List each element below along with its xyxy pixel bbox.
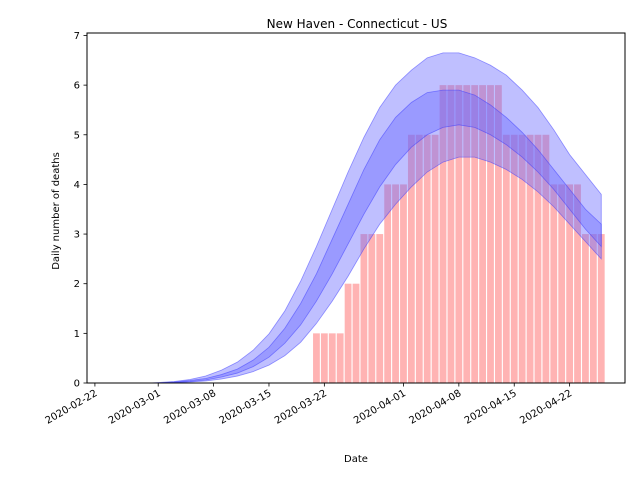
band-outer <box>150 52 602 384</box>
bar-2020-04-21 <box>558 184 566 383</box>
y-axis: 0 1 2 3 4 5 6 7 <box>74 31 87 390</box>
bar-2020-03-25 <box>344 283 352 383</box>
plot-frame <box>86 32 626 384</box>
bar-2020-04-18 <box>534 134 542 383</box>
bar-2020-04-09 <box>463 85 471 383</box>
x-tick-label-2020-03-08: 2020-03-08 <box>162 388 218 427</box>
bar-2020-04-02 <box>407 134 415 383</box>
band-inner <box>150 89 602 384</box>
bar-2020-04-07 <box>447 85 455 383</box>
bar-2020-04-04 <box>423 134 431 383</box>
bar-2020-04-23 <box>574 184 581 383</box>
bar-2020-04-13 <box>495 85 502 383</box>
y-tick-label-2: 2 <box>74 279 80 290</box>
bar-2020-03-22 <box>320 333 328 383</box>
y-tick-label-3: 3 <box>74 230 80 241</box>
y-tick-label-7: 7 <box>74 31 80 42</box>
bar-2020-03-21 <box>313 333 320 383</box>
x-tick-label-2020-04-15: 2020-04-15 <box>463 388 519 427</box>
bar-2020-04-15 <box>510 134 518 383</box>
y-tick-label-5: 5 <box>74 130 80 141</box>
bar-2020-04-14 <box>502 134 510 383</box>
x-tick-label-2020-04-08: 2020-04-08 <box>408 388 464 427</box>
bar-2020-04-16 <box>518 134 526 383</box>
bar-2020-03-29 <box>376 234 384 383</box>
y-tick-label-4: 4 <box>74 180 80 191</box>
bar-2020-04-01 <box>400 184 407 383</box>
bar-2020-04-08 <box>455 85 463 383</box>
bar-2020-04-24 <box>582 234 589 383</box>
bar-2020-03-31 <box>392 184 399 383</box>
x-tick-label-2020-02-22: 2020-02-22 <box>44 388 100 427</box>
bar-2020-03-28 <box>368 234 376 383</box>
bar-2020-04-06 <box>439 85 447 383</box>
x-axis-label: Date <box>344 454 368 465</box>
x-tick-label-2020-03-22: 2020-03-22 <box>273 388 329 427</box>
bar-2020-04-20 <box>550 184 558 383</box>
plot-area <box>86 32 626 384</box>
bar-2020-04-11 <box>479 85 486 383</box>
x-tick-label-2020-04-01: 2020-04-01 <box>352 388 408 427</box>
x-tick-label-2020-03-01: 2020-03-01 <box>107 388 163 427</box>
y-tick-label-1: 1 <box>74 329 80 340</box>
x-axis: 2020-02-22 2020-03-01 2020-03-08 2020-03-15… <box>44 383 574 427</box>
bar-2020-03-26 <box>352 283 360 383</box>
bar-2020-04-12 <box>487 85 494 383</box>
y-tick-label-6: 6 <box>74 81 80 92</box>
bar-2020-03-23 <box>328 333 336 383</box>
bar-2020-04-05 <box>431 134 439 383</box>
y-tick-label-0: 0 <box>74 379 80 390</box>
bar-2020-04-19 <box>542 134 550 383</box>
bar-2020-03-24 <box>336 333 344 383</box>
chart-title: New Haven - Connecticut - US <box>267 17 448 31</box>
bar-2020-04-22 <box>566 184 574 383</box>
y-axis-label: Daily number of deaths <box>51 152 62 270</box>
x-tick-label-2020-04-22: 2020-04-22 <box>518 388 574 427</box>
x-tick-label-2020-03-15: 2020-03-15 <box>218 388 274 427</box>
bar-2020-03-30 <box>384 184 392 383</box>
bar-2020-04-10 <box>471 85 479 383</box>
bar-2020-03-27 <box>360 234 368 383</box>
bar-2020-04-25 <box>589 234 597 383</box>
bar-2020-04-17 <box>526 134 534 383</box>
bar-2020-04-26 <box>597 234 605 383</box>
bar-2020-04-03 <box>415 134 423 383</box>
